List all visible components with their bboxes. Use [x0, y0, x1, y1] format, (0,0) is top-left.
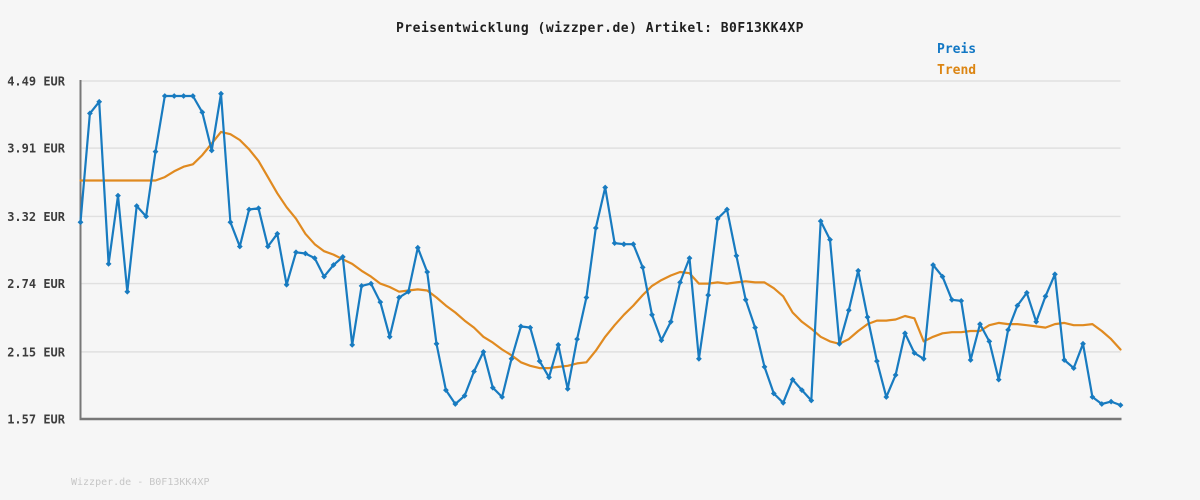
chart-legend: Preis Trend	[937, 39, 976, 81]
watermark-text: Wizzper.de - B0F13KK4XP	[71, 477, 210, 488]
preis-line	[79, 92, 1122, 407]
y-tick-label: 2.15 EUR	[7, 345, 66, 359]
y-tick-label: 3.91 EUR	[7, 142, 66, 156]
preis-markers	[77, 90, 1124, 409]
y-tick-label: 1.57 EUR	[7, 413, 66, 427]
y-tick-label: 3.32 EUR	[7, 210, 66, 224]
trend-line	[79, 130, 1122, 370]
y-tick-label: 4.49 EUR	[7, 75, 66, 89]
legend-item-trend: Trend	[937, 63, 977, 78]
y-tick-label: 2.74 EUR	[7, 277, 66, 291]
legend-item-preis: Preis	[937, 42, 977, 57]
chart-title: Preisentwicklung (wizzper.de) Artikel: B…	[395, 21, 804, 36]
